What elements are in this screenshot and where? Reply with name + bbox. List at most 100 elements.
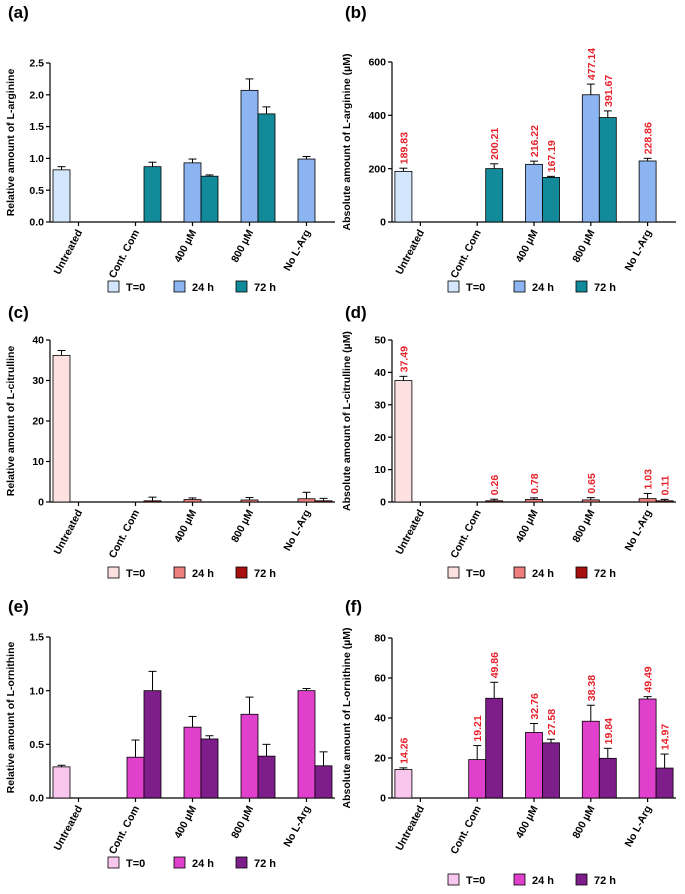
panel-letter: (e) (8, 597, 29, 616)
category-label: 400 µM (172, 228, 199, 265)
legend-label: T=0 (466, 875, 485, 887)
legend-swatch (575, 873, 588, 886)
y-tick-label: 10 (32, 456, 44, 468)
y-axis-title: Relative amount of L-citrulline (5, 346, 17, 497)
y-tick-label: 20 (374, 753, 386, 765)
panel-letter: (d) (345, 303, 367, 322)
y-tick-label: 200 (368, 163, 386, 175)
category-label: Untreated (393, 508, 427, 557)
category-label: No L-Arg (281, 804, 313, 849)
bar (394, 170, 413, 223)
bar (485, 168, 504, 223)
y-tick-label: 2.5 (29, 58, 44, 70)
category-label: Untreated (393, 228, 427, 277)
bar (314, 765, 333, 799)
bar (143, 690, 162, 799)
category-label: Untreated (52, 804, 86, 853)
category-label: 400 µM (172, 804, 199, 841)
category-label: No L-Arg (623, 228, 655, 273)
y-tick-label: 1.5 (29, 632, 44, 644)
category-label: Cont. Com (107, 508, 143, 560)
legend-label: 24 h (192, 858, 214, 870)
y-axis-title: Absolute amount of L-arginine (µM) (341, 54, 353, 231)
data-label: 391.67 (603, 75, 615, 107)
panel-b: (b) Absolute amount of L-arginine (µM) 0 20… (341, 3, 676, 294)
y-tick-label: 0.5 (29, 185, 44, 197)
legend-label: 24 h (532, 875, 554, 887)
bar (485, 500, 504, 503)
y-tick-label: 1.0 (29, 153, 44, 165)
legend-swatch (513, 280, 526, 293)
legend-swatch (513, 566, 526, 579)
category-label: 800 µM (229, 804, 256, 841)
legend-label: 72 h (254, 568, 276, 580)
data-label: 0.65 (586, 473, 598, 494)
bar (297, 158, 316, 223)
category-label: No L-Arg (281, 508, 313, 553)
legend-label: T=0 (126, 858, 145, 870)
bar (638, 498, 657, 503)
data-label: 49.49 (643, 666, 655, 692)
legend-label: T=0 (466, 568, 485, 580)
bar (581, 499, 600, 503)
bar (200, 738, 219, 799)
bar (257, 113, 276, 223)
data-label: 27.58 (546, 709, 558, 735)
y-axis-title: Absolute amount of L-ornithine (µM) (341, 627, 353, 808)
legend-label: T=0 (126, 282, 145, 294)
data-label: 216.22 (529, 125, 541, 157)
bar (525, 732, 543, 799)
y-tick-label: 30 (32, 375, 44, 387)
y-tick-label: 0.5 (29, 739, 44, 751)
legend-swatch (575, 280, 588, 293)
bar (52, 169, 71, 223)
panel-c: (c) Relative amount of L-citrulline 0 10 20 3… (5, 303, 335, 580)
data-label: 38.38 (586, 675, 598, 701)
category-label: Cont. Com (448, 508, 484, 560)
legend-label: 72 h (594, 875, 616, 887)
bar (183, 499, 202, 503)
legend-label: 24 h (192, 568, 214, 580)
legend-swatch (107, 566, 120, 579)
legend-swatch (235, 280, 248, 293)
bar (525, 499, 543, 503)
category-label: 400 µM (514, 804, 541, 841)
bar (297, 690, 316, 799)
data-label: 19.21 (472, 715, 484, 741)
data-label: 37.49 (398, 346, 410, 372)
bar (638, 160, 657, 223)
bar (638, 698, 657, 799)
bar (240, 89, 259, 223)
legend-label: T=0 (126, 568, 145, 580)
y-tick-label: 60 (374, 673, 386, 685)
bar (52, 766, 71, 799)
bar (525, 163, 543, 223)
bar (394, 380, 413, 503)
y-tick-label: 0 (380, 793, 386, 805)
bar (126, 756, 145, 799)
bar (485, 697, 504, 799)
data-label: 0.26 (489, 475, 501, 496)
y-axis-title: Absolute amount of L-citrulline (µM) (341, 331, 353, 511)
y-tick-label: 20 (32, 416, 44, 428)
y-tick-label: 0 (380, 497, 386, 509)
category-label: 800 µM (229, 508, 256, 545)
bar (542, 177, 560, 223)
bar (598, 757, 617, 799)
data-label: 1.03 (643, 469, 655, 490)
category-label: No L-Arg (281, 228, 313, 273)
category-label: No L-Arg (623, 804, 655, 849)
data-label: 228.86 (643, 122, 655, 154)
bar (314, 500, 333, 503)
bar (257, 755, 276, 799)
y-tick-label: 0.0 (29, 217, 44, 229)
legend-swatch (173, 856, 186, 869)
bar (183, 726, 202, 799)
panel-letter: (f) (345, 597, 362, 616)
legend-swatch (447, 566, 460, 579)
panel-letter: (a) (8, 3, 29, 22)
bar (143, 166, 162, 223)
y-tick-label: 40 (374, 367, 386, 379)
bar (581, 94, 600, 223)
legend-label: T=0 (466, 282, 485, 294)
